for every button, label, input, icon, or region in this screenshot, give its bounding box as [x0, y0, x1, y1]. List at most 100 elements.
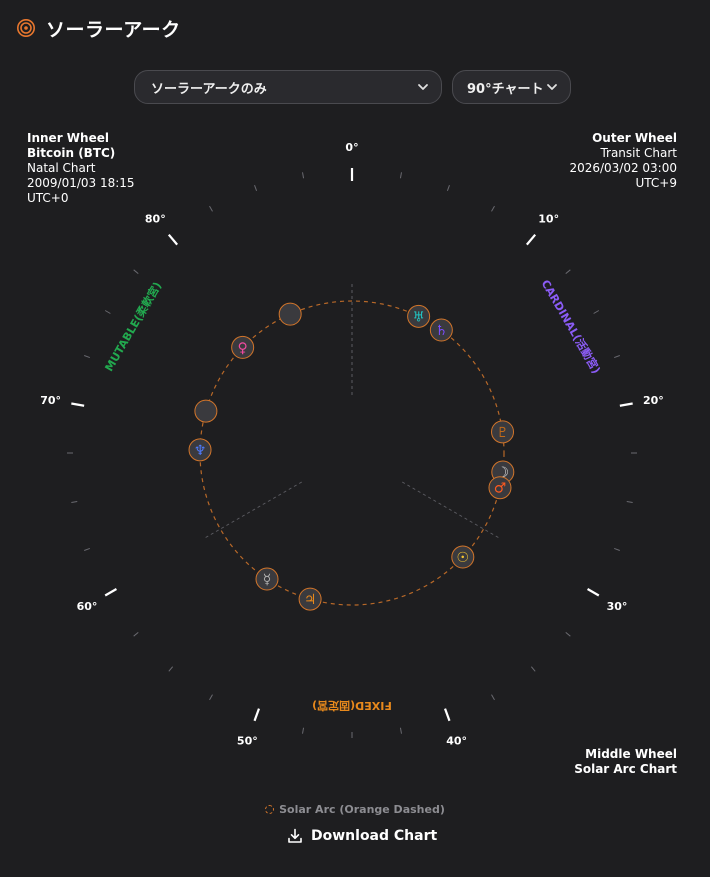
modality-label-3: MUTABLE(柔軟宮) [102, 279, 165, 373]
outer-wheel-info: Outer Wheel Transit Chart 2026/03/02 03:… [569, 131, 677, 191]
minor-tick [614, 547, 620, 551]
planet-markers: ♅♄♇☽♂☉♃☿♆♀ [188, 302, 515, 611]
modality-labels: CARDINAL(活動宮) FIXED(固定宮) MUTABLE(柔軟宮) [102, 277, 604, 713]
degree-label-70: 70° [40, 394, 61, 407]
minor-tick [254, 185, 258, 191]
minor-tick [530, 666, 536, 672]
minor-tick [84, 355, 90, 359]
sun-marker-bg [451, 545, 475, 569]
sun-marker[interactable]: ☉ [451, 545, 475, 569]
minor-tick [626, 500, 633, 503]
neptune-marker-bg [188, 438, 212, 462]
inner-wheel-heading: Inner Wheel [27, 131, 109, 145]
degree-label-80: 80° [145, 213, 166, 226]
minor-tick [491, 205, 495, 212]
minor-tick [302, 727, 305, 734]
legend-dashed-circle-icon [265, 805, 275, 814]
mars-marker[interactable]: ♂ [488, 476, 512, 500]
outer-wheel-heading: Outer Wheel [592, 131, 677, 145]
degree-labels: 0° 10° 20° 30° 40° 50° 60° 70° 80° [40, 141, 664, 748]
major-tick [525, 233, 537, 246]
major-tick [587, 588, 600, 597]
inner-wheel-name: Bitcoin (BTC) [27, 146, 116, 160]
degree-label-20: 20° [643, 394, 664, 407]
degree-label-10: 10° [538, 213, 559, 226]
minor-tick [302, 172, 305, 179]
dial-ticks [67, 168, 637, 738]
minor-tick [209, 694, 213, 701]
outer-wheel-chart: Transit Chart [600, 146, 677, 160]
dial-axes [204, 283, 500, 539]
legend-label: Solar Arc (Orange Dashed) [279, 803, 445, 816]
chart-type-select[interactable]: 90°チャート [452, 70, 571, 104]
axis-line [401, 481, 500, 539]
empty-b-marker[interactable] [278, 302, 302, 326]
neptune-marker[interactable]: ♆ [188, 438, 212, 462]
mars-glyph-icon: ♂ [494, 481, 507, 497]
mercury-marker-bg [255, 567, 279, 591]
mode-select-value: ソーラーアークのみ [151, 81, 267, 97]
degree-label-30: 30° [607, 600, 628, 613]
modality-label-2: FIXED(固定宮) [312, 699, 392, 713]
inner-wheel-info: Inner Wheel Bitcoin (BTC) Natal Chart 20… [27, 131, 135, 206]
minor-tick [104, 310, 111, 314]
uranus-marker[interactable]: ♅ [407, 304, 431, 328]
empty-a-marker-bg [194, 399, 218, 423]
middle-wheel-chart: Solar Arc Chart [574, 762, 677, 776]
major-tick [71, 402, 85, 407]
download-chart-button[interactable]: Download Chart [287, 825, 437, 847]
pluto-glyph-icon: ♇ [496, 425, 509, 441]
neptune-glyph-icon: ♆ [194, 443, 207, 459]
degree-label-0: 0° [345, 141, 358, 154]
empty-a-marker[interactable] [194, 399, 218, 423]
target-icon [17, 19, 35, 37]
page-header: ソーラーアーク [16, 14, 181, 42]
inner-wheel-chart: Natal Chart [27, 161, 96, 175]
mars-marker-bg [488, 476, 512, 500]
jupiter-marker[interactable]: ♃ [298, 587, 322, 611]
venus-marker[interactable]: ♀ [231, 335, 255, 359]
solar-arc-ring [199, 300, 505, 606]
major-tick [253, 708, 261, 722]
jupiter-glyph-icon: ♃ [304, 592, 317, 608]
outer-wheel-datetime: 2026/03/02 03:00 [569, 161, 677, 175]
minor-tick [614, 355, 620, 359]
middle-wheel-info: Middle Wheel Solar Arc Chart [574, 747, 677, 777]
minor-tick [399, 727, 402, 734]
axis-line [204, 481, 303, 539]
major-tick [104, 588, 117, 597]
uranus-marker-bg [407, 304, 431, 328]
chevron-down-icon [418, 84, 428, 90]
minor-tick [593, 310, 600, 314]
minor-tick [399, 172, 402, 179]
mode-select[interactable]: ソーラーアークのみ [134, 70, 442, 104]
download-chart-label: Download Chart [311, 828, 438, 844]
saturn-marker-bg [429, 318, 453, 342]
major-tick [619, 402, 633, 407]
inner-wheel-tz: UTC+0 [27, 191, 69, 205]
venus-marker-bg [231, 335, 255, 359]
minor-tick [71, 500, 78, 503]
major-tick [443, 708, 451, 722]
minor-tick [565, 631, 571, 637]
minor-tick [446, 185, 450, 191]
mercury-glyph-icon: ☿ [263, 572, 272, 588]
saturn-marker[interactable]: ♄ [429, 318, 453, 342]
venus-glyph-icon: ♀ [238, 340, 248, 356]
download-icon [288, 828, 302, 843]
minor-tick [491, 694, 495, 701]
modality-label-1: CARDINAL(活動宮) [539, 277, 604, 376]
mercury-marker[interactable]: ☿ [255, 567, 279, 591]
degree-label-50: 50° [237, 735, 258, 748]
solar-arc-circle [199, 300, 505, 606]
uranus-glyph-icon: ♅ [412, 309, 425, 325]
legend: Solar Arc (Orange Dashed) [0, 803, 710, 816]
saturn-glyph-icon: ♄ [435, 323, 448, 339]
page-title: ソーラーアーク [46, 18, 181, 41]
sun-glyph-icon: ☉ [457, 550, 470, 566]
degree-label-40: 40° [446, 735, 467, 748]
outer-wheel-tz: UTC+9 [635, 176, 677, 190]
pluto-marker[interactable]: ♇ [491, 420, 515, 444]
